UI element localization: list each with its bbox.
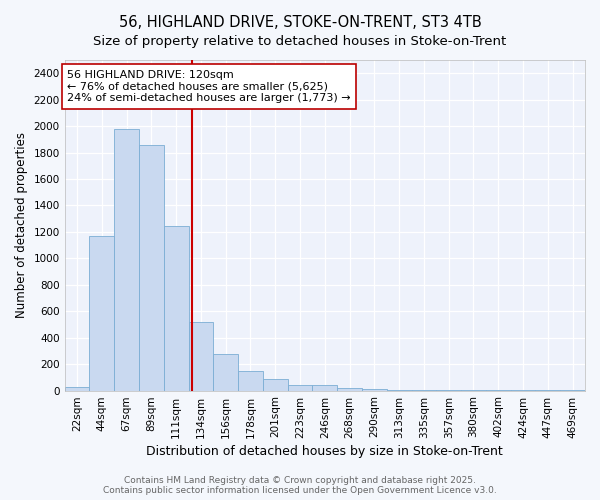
Text: 56 HIGHLAND DRIVE: 120sqm
← 76% of detached houses are smaller (5,625)
24% of se: 56 HIGHLAND DRIVE: 120sqm ← 76% of detac…	[67, 70, 351, 103]
Bar	[114, 129, 139, 390]
Y-axis label: Number of detached properties: Number of detached properties	[15, 132, 28, 318]
Bar	[139, 144, 164, 390]
Bar	[263, 378, 287, 390]
Text: Size of property relative to detached houses in Stoke-on-Trent: Size of property relative to detached ho…	[94, 35, 506, 48]
Bar	[238, 370, 263, 390]
Bar	[313, 386, 337, 390]
Bar	[362, 388, 387, 390]
Bar	[89, 236, 114, 390]
Bar	[65, 388, 89, 390]
Text: Contains HM Land Registry data © Crown copyright and database right 2025.
Contai: Contains HM Land Registry data © Crown c…	[103, 476, 497, 495]
Bar	[337, 388, 362, 390]
Text: 56, HIGHLAND DRIVE, STOKE-ON-TRENT, ST3 4TB: 56, HIGHLAND DRIVE, STOKE-ON-TRENT, ST3 …	[119, 15, 481, 30]
Bar	[164, 226, 188, 390]
Bar	[188, 322, 214, 390]
Bar	[287, 384, 313, 390]
Bar	[214, 354, 238, 391]
X-axis label: Distribution of detached houses by size in Stoke-on-Trent: Distribution of detached houses by size …	[146, 444, 503, 458]
